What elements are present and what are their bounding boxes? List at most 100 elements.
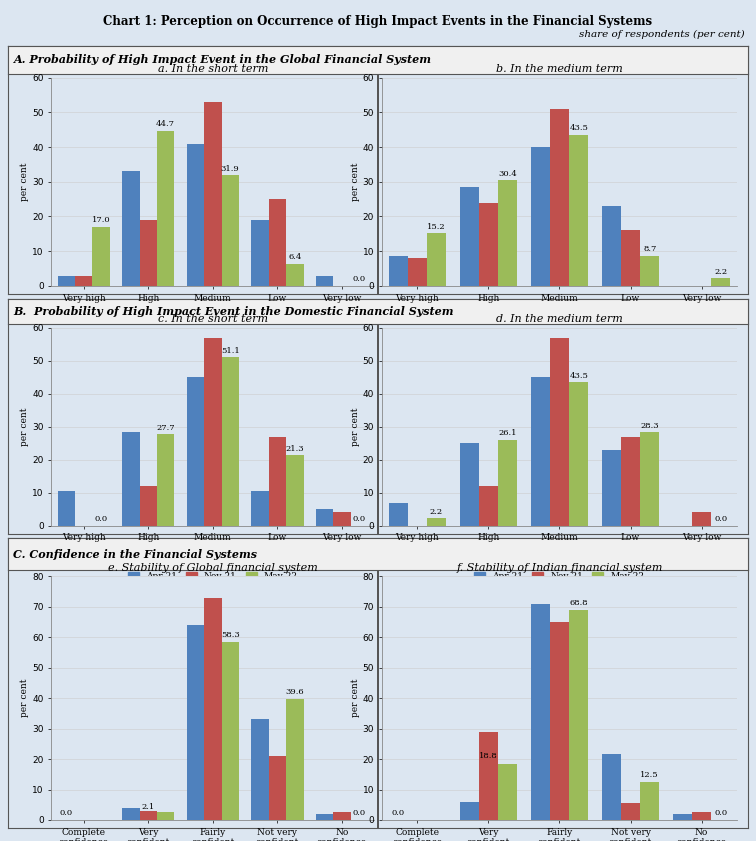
Bar — [75, 276, 92, 286]
Bar — [204, 102, 222, 286]
Text: C. Confidence in the Financial Systems: C. Confidence in the Financial Systems — [14, 548, 258, 560]
Bar — [498, 440, 517, 526]
Text: 2.1: 2.1 — [141, 802, 155, 811]
Bar — [204, 338, 222, 526]
Bar — [316, 276, 333, 286]
Y-axis label: per cent: per cent — [20, 679, 29, 717]
Y-axis label: per cent: per cent — [351, 679, 360, 717]
Text: 0.0: 0.0 — [353, 516, 366, 523]
Bar — [122, 808, 140, 820]
Text: share of respondents (per cent): share of respondents (per cent) — [579, 29, 745, 39]
Title: b. In the medium term: b. In the medium term — [496, 64, 623, 74]
Bar — [57, 276, 75, 286]
Text: 0.0: 0.0 — [714, 516, 727, 523]
Bar — [286, 264, 303, 286]
Text: 27.7: 27.7 — [156, 424, 175, 432]
Bar — [602, 450, 621, 526]
Legend: Apr-21, Nov-21, May-22: Apr-21, Nov-21, May-22 — [124, 569, 302, 584]
Bar — [140, 486, 157, 526]
Bar — [621, 803, 640, 820]
Text: B.  Probability of High Impact Event in the Domestic Financial System: B. Probability of High Impact Event in t… — [14, 306, 454, 317]
Text: 8.7: 8.7 — [643, 246, 656, 253]
Bar — [692, 812, 711, 820]
Bar — [640, 256, 659, 286]
Bar — [569, 611, 588, 820]
Title: e. Stability of Global financial system: e. Stability of Global financial system — [108, 563, 318, 573]
Bar — [407, 258, 427, 286]
Bar — [479, 486, 498, 526]
Bar — [333, 512, 351, 526]
Bar — [316, 509, 333, 526]
Title: d. In the medium term: d. In the medium term — [496, 315, 623, 325]
Bar — [479, 203, 498, 286]
Text: 17.0: 17.0 — [91, 216, 110, 225]
Bar — [531, 604, 550, 820]
Bar — [187, 378, 204, 526]
Text: 0.0: 0.0 — [714, 809, 727, 817]
Bar — [140, 811, 157, 820]
Bar — [602, 754, 621, 820]
Bar — [222, 357, 239, 526]
Bar — [550, 622, 569, 820]
Bar — [550, 338, 569, 526]
Bar — [222, 643, 239, 820]
Bar — [569, 135, 588, 286]
Bar — [621, 230, 640, 286]
Bar — [498, 764, 517, 820]
Text: 0.0: 0.0 — [94, 516, 107, 523]
Legend: Apr-21, Nov-21, May-22: Apr-21, Nov-21, May-22 — [124, 332, 302, 348]
Bar — [460, 187, 479, 286]
Text: 31.9: 31.9 — [221, 165, 240, 172]
Title: a. In the short term: a. In the short term — [158, 64, 268, 74]
Bar — [531, 378, 550, 526]
Bar — [204, 598, 222, 820]
Bar — [460, 801, 479, 820]
Text: 2.2: 2.2 — [430, 508, 443, 516]
Bar — [640, 782, 659, 820]
Bar — [122, 431, 140, 526]
Bar — [251, 491, 268, 526]
Bar — [316, 814, 333, 820]
Text: 0.0: 0.0 — [353, 276, 366, 283]
Bar — [268, 756, 286, 820]
Bar — [251, 719, 268, 820]
Title: f. Stability of Indian financial system: f. Stability of Indian financial system — [457, 563, 662, 573]
Bar — [268, 436, 286, 526]
Y-axis label: per cent: per cent — [20, 408, 29, 446]
Bar — [157, 434, 175, 526]
Text: 43.5: 43.5 — [569, 124, 588, 132]
Bar — [692, 512, 711, 526]
Bar — [57, 491, 75, 526]
Bar — [286, 456, 303, 526]
Text: 43.5: 43.5 — [569, 372, 588, 380]
Text: 30.4: 30.4 — [498, 170, 517, 177]
Bar — [157, 812, 175, 820]
Text: 2.2: 2.2 — [714, 267, 727, 276]
Text: 39.6: 39.6 — [286, 689, 304, 696]
Text: 51.1: 51.1 — [221, 346, 240, 355]
Text: 6.4: 6.4 — [288, 253, 302, 262]
Bar — [673, 814, 692, 820]
Text: 28.3: 28.3 — [640, 422, 659, 430]
Bar — [460, 443, 479, 526]
Bar — [187, 625, 204, 820]
Bar — [427, 518, 446, 526]
Text: 15.2: 15.2 — [427, 223, 446, 230]
Text: Chart 1: Perception on Occurrence of High Impact Events in the Financial Systems: Chart 1: Perception on Occurrence of Hig… — [104, 15, 652, 28]
Bar — [640, 432, 659, 526]
Bar — [92, 227, 110, 286]
Legend: Apr-21, Nov-21, May-22: Apr-21, Nov-21, May-22 — [471, 569, 648, 584]
Bar — [427, 233, 446, 286]
Text: 44.7: 44.7 — [156, 120, 175, 128]
Bar — [602, 206, 621, 286]
Bar — [122, 172, 140, 286]
Text: A. Probability of High Impact Event in the Global Financial System: A. Probability of High Impact Event in t… — [14, 55, 432, 66]
Text: 0.0: 0.0 — [392, 809, 404, 817]
Bar — [140, 220, 157, 286]
Bar — [333, 812, 351, 820]
Bar — [479, 732, 498, 820]
Y-axis label: per cent: per cent — [20, 162, 29, 201]
Text: 21.3: 21.3 — [286, 445, 304, 453]
Text: 18.8: 18.8 — [479, 752, 497, 759]
Bar — [550, 108, 569, 286]
